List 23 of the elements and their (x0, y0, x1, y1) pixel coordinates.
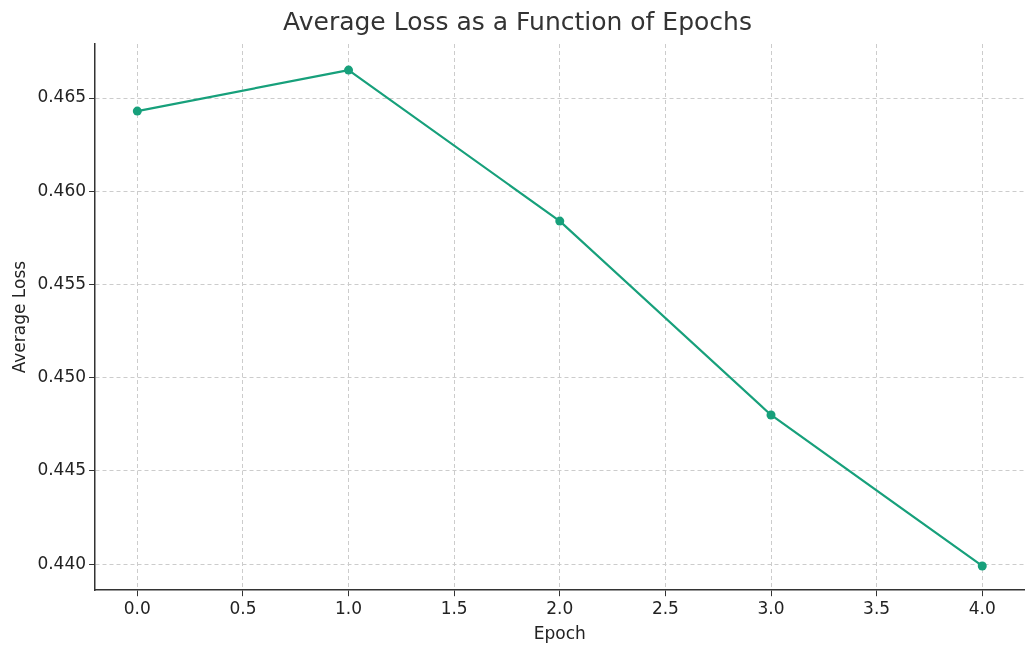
y-tick-label: 0.455 (37, 272, 87, 293)
x-tick-label: 4.0 (968, 597, 996, 618)
y-tick-label: 0.450 (37, 366, 87, 387)
y-tick-label: 0.445 (37, 459, 87, 480)
y-axis-title: Average Loss (8, 260, 29, 374)
x-tick-label: 0.5 (229, 597, 257, 618)
x-axis-title: Epoch (533, 623, 586, 644)
point (766, 410, 776, 420)
x-tick-label: 1.5 (440, 597, 468, 618)
point (132, 106, 142, 116)
point (344, 65, 354, 75)
point (977, 561, 987, 571)
y-tick-label: 0.440 (37, 552, 87, 573)
chart-title: Average Loss as a Function of Epochs (283, 6, 752, 36)
x-tick-label: 2.5 (651, 597, 679, 618)
x-tick-label: 2.0 (546, 597, 574, 618)
x-tick-label: 0.0 (123, 597, 151, 618)
x-tick-label: 3.5 (863, 597, 891, 618)
x-tick-label: 1.0 (335, 597, 363, 618)
point (555, 216, 565, 226)
y-tick-label: 0.460 (37, 179, 87, 200)
x-tick-label: 3.0 (757, 597, 785, 618)
y-tick-label: 0.465 (37, 86, 87, 107)
